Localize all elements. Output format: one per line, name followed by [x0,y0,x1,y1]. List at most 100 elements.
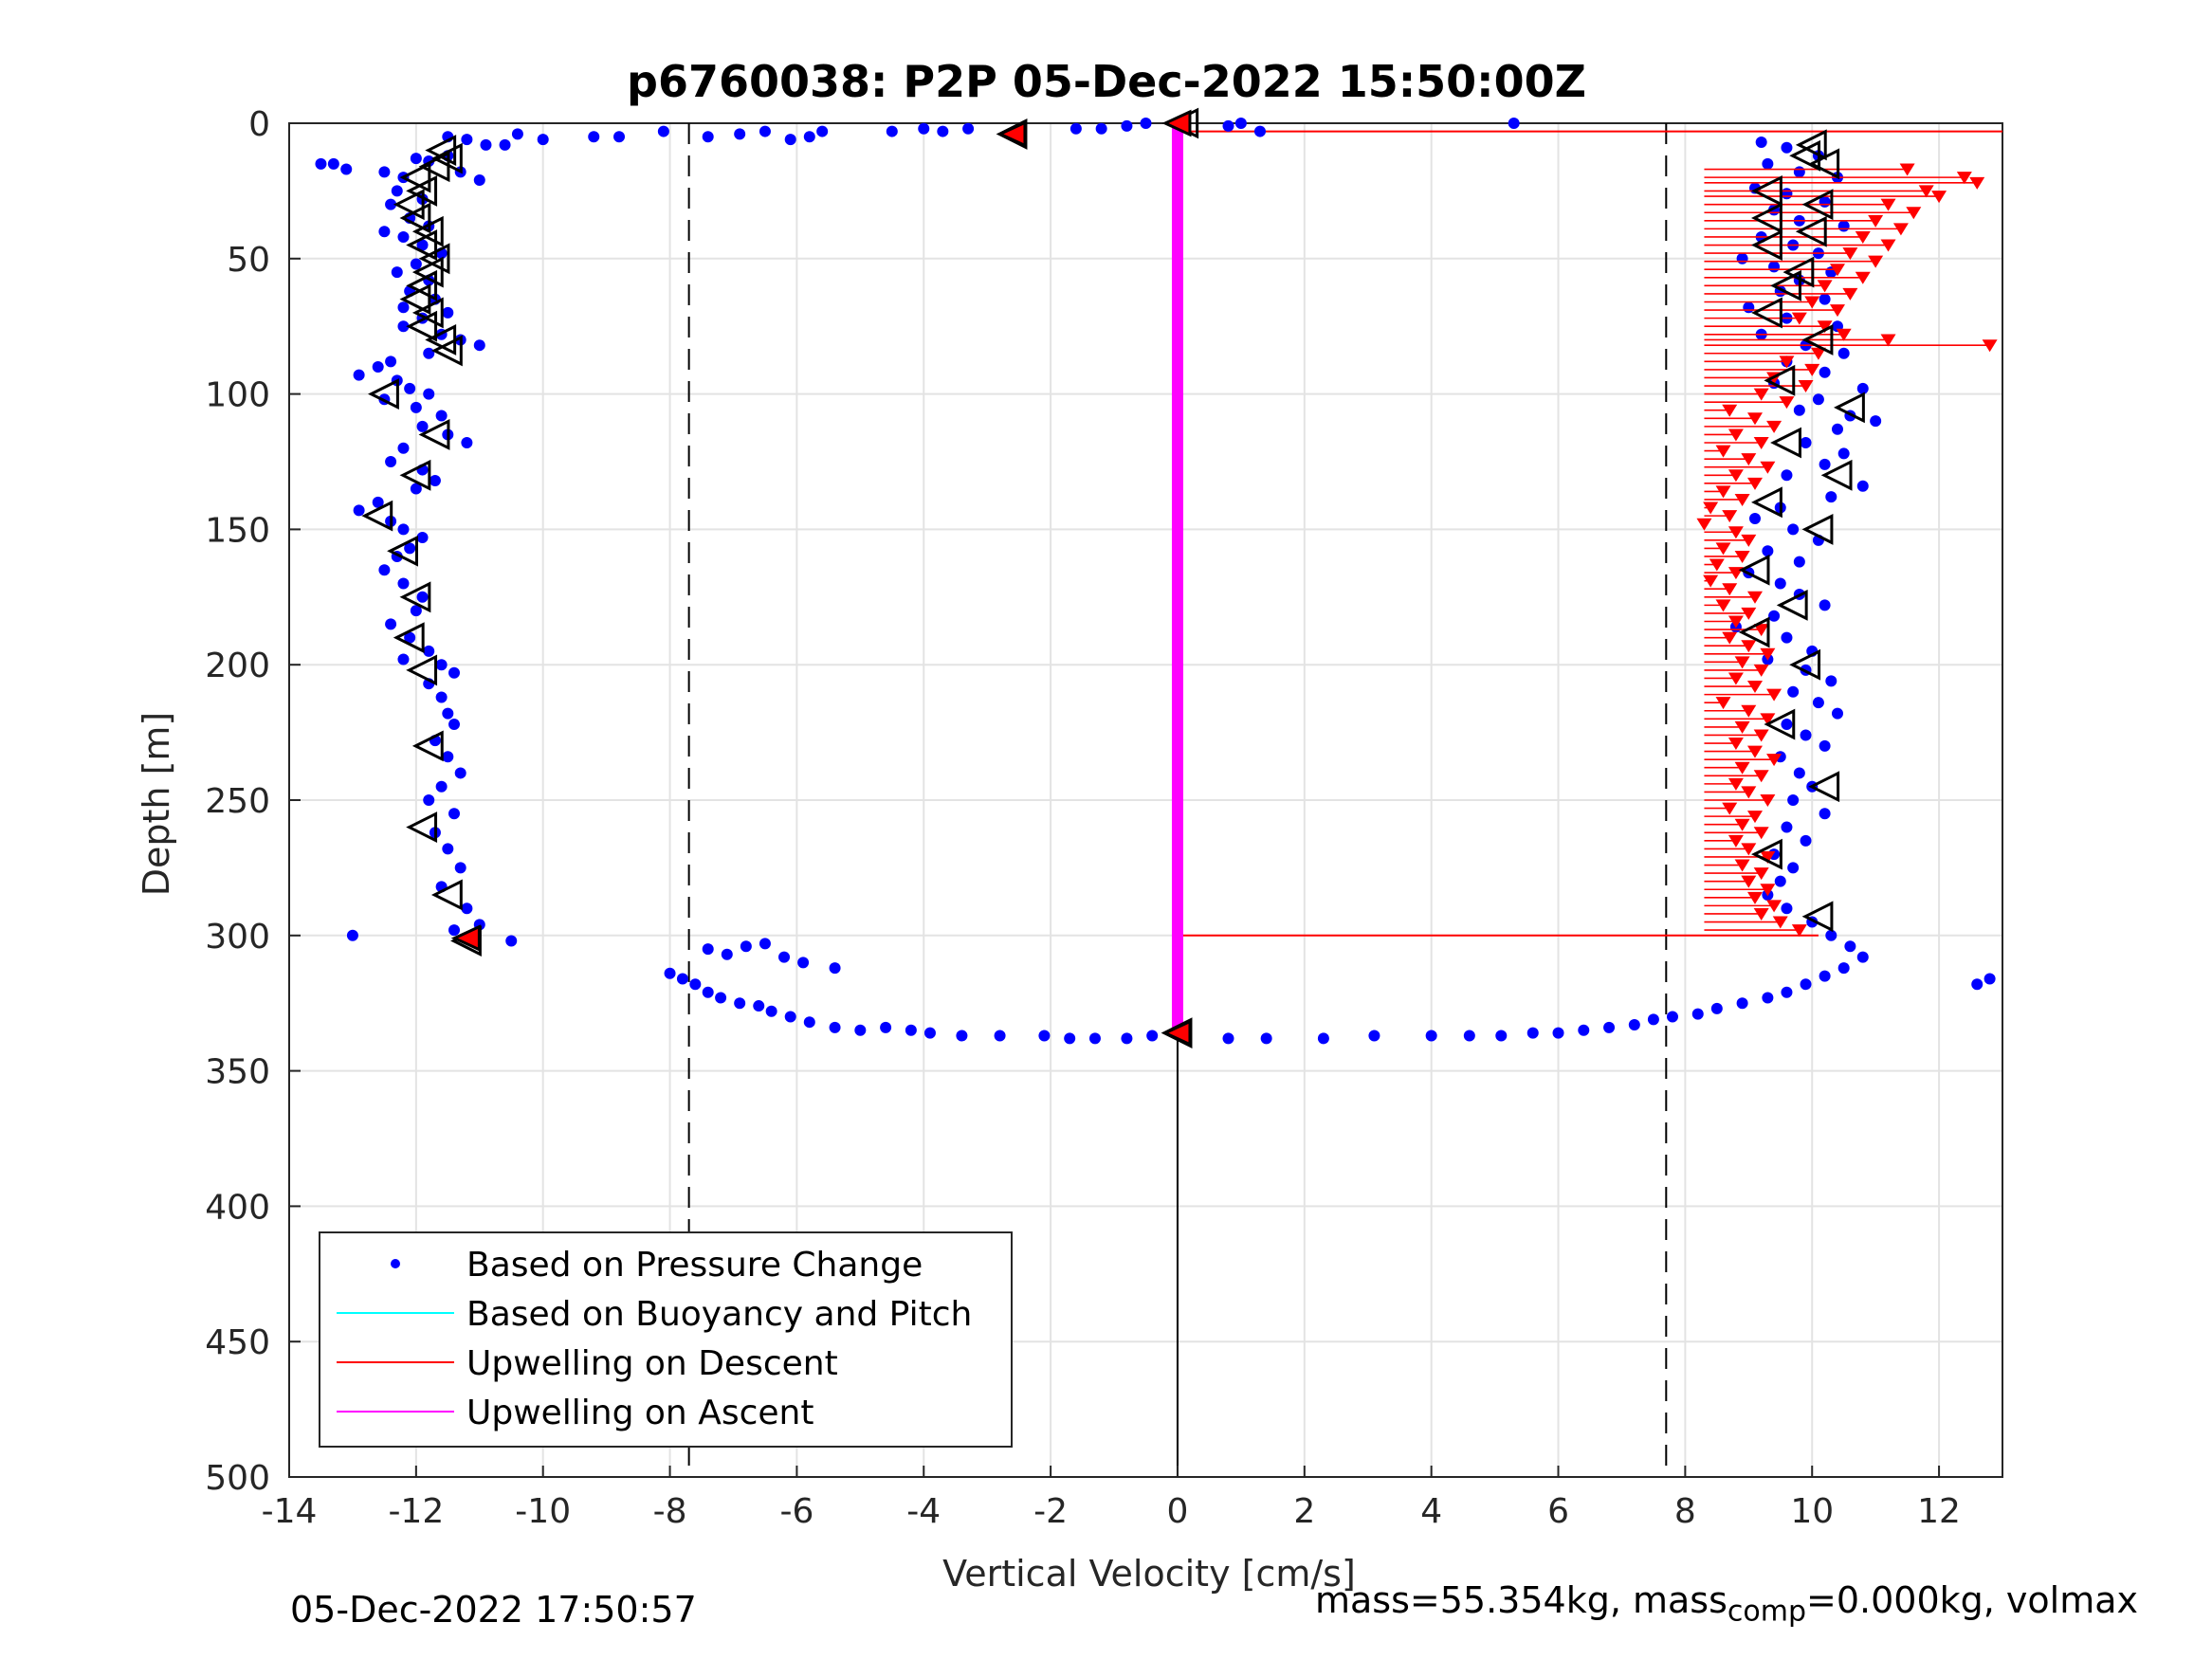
open-triangle-marker [1751,229,1782,261]
pressure-change-point [416,239,429,251]
pressure-change-point [378,166,391,178]
pressure-change-point [442,843,454,855]
open-triangle-marker [1789,139,1821,172]
open-triangle-marker [368,378,399,410]
descent-upwelling-point [1791,924,1807,938]
open-triangle-marker [418,419,450,450]
descent-upwelling-point [1880,334,1896,347]
descent-upwelling-point [1855,230,1871,244]
descent-upwelling-point [1696,518,1712,531]
pressure-change-point [353,369,365,381]
descent-upwelling-point [1779,356,1795,369]
descent-upwelling-point [1741,875,1757,888]
pressure-change-point [1819,599,1831,611]
y-tick-label: 350 [205,1053,270,1092]
pressure-change-point [1146,1030,1159,1042]
pressure-change-point [1088,1032,1101,1045]
pressure-change-point [1781,188,1793,200]
open-triangle-marker [406,811,438,843]
pressure-change-point [315,157,327,170]
pressure-change-point [1463,1030,1475,1042]
footer-mass-info: mass=55.354kg, masscomp=0.000kg, volmax [1315,1579,2138,1629]
y-tick-label: 200 [205,647,270,685]
descent-upwelling-point [1760,713,1776,726]
pressure-change-point [923,1027,936,1039]
descent-upwelling-point [1766,900,1782,913]
pressure-change-point [1121,1032,1133,1045]
descent-upwelling-point [1766,688,1782,702]
legend-swatch-dot [391,1259,400,1268]
descent-upwelling-point [1810,347,1826,360]
descent-upwelling-point [1722,631,1738,645]
pressure-change-point [461,902,473,915]
descent-upwelling-point [1741,640,1757,653]
pressure-change-point [423,645,435,657]
pressure-change-point [1095,122,1107,135]
pressure-change-point [1856,951,1869,963]
descent-upwelling-point [1868,214,1884,228]
pressure-change-point [797,957,810,969]
pressure-change-point [410,605,422,617]
pressure-change-point [734,997,746,1010]
descent-upwelling-point [1734,859,1750,872]
pressure-change-point [1793,767,1805,779]
pressure-change-point [410,401,422,413]
y-tick-label: 150 [205,511,270,550]
descent-upwelling-point [1753,624,1769,637]
x-tick-label: 0 [1167,1492,1189,1531]
pressure-change-point [397,442,410,454]
open-triangle-marker [1751,838,1782,870]
pressure-change-point [1666,1011,1678,1023]
pressure-change-point [1552,1027,1564,1039]
pressure-change-point [397,230,410,243]
pressure-change-point [505,935,518,947]
descent-upwelling-point [1741,607,1757,620]
pressure-change-point [423,388,435,400]
descent-upwelling-point [1760,850,1776,864]
pressure-change-point [1755,136,1767,148]
pressure-change-point [1787,862,1800,874]
pressure-change-point [1793,166,1805,178]
open-triangle-marker [1795,215,1827,247]
pressure-change-point [994,1030,1006,1042]
pressure-change-point [1856,382,1869,394]
x-tick-labels: -14 -12 -10 -8 -6 -4 -2 0 2 4 6 8 10 12 [262,1466,1961,1531]
y-tick-label: 250 [205,782,270,821]
open-triangle-marker [361,500,393,532]
pressure-change-point [1825,491,1837,503]
open-triangle-marker [399,202,431,234]
descent-upwelling-point [1956,172,1972,185]
pressure-change-point [1825,929,1837,941]
pressure-change-point [448,666,461,679]
pressure-change-point [1781,631,1793,644]
descent-upwelling-point [1931,191,1947,204]
pressure-change-point [391,266,403,279]
pressure-change-point [353,504,365,517]
descent-upwelling-point [1855,271,1871,284]
y-tick-label: 300 [205,918,270,957]
y-tick-label: 450 [205,1323,270,1362]
x-axis-label: Vertical Velocity [cm/s] [942,1553,1356,1595]
pressure-change-point [886,125,898,137]
pressure-change-point [1526,1027,1539,1039]
pressure-change-point [1762,545,1774,557]
pressure-change-point [829,962,841,975]
descent-upwelling-point [1817,320,1833,334]
pressure-change-point [1781,821,1793,833]
descent-upwelling-point [1746,745,1763,758]
pressure-change-point [778,951,791,963]
pressure-change-point [1787,794,1800,806]
pressure-change-point [1831,707,1843,720]
descent-upwelling-point [1728,615,1744,629]
descent-upwelling-point [1817,280,1833,293]
descent-upwelling-point [1703,501,1719,515]
descent-upwelling-point [1753,437,1769,450]
y-tick-label: 400 [205,1188,270,1227]
pressure-change-point [454,767,466,779]
open-triangle-marker [1738,554,1770,586]
pressure-change-point [410,153,422,165]
chart-title: p6760038: P2P 05-Dec-2022 15:50:00Z [627,56,1586,107]
legend-label: Based on Pressure Change [466,1246,923,1285]
descent-upwelling-point [1715,542,1731,556]
